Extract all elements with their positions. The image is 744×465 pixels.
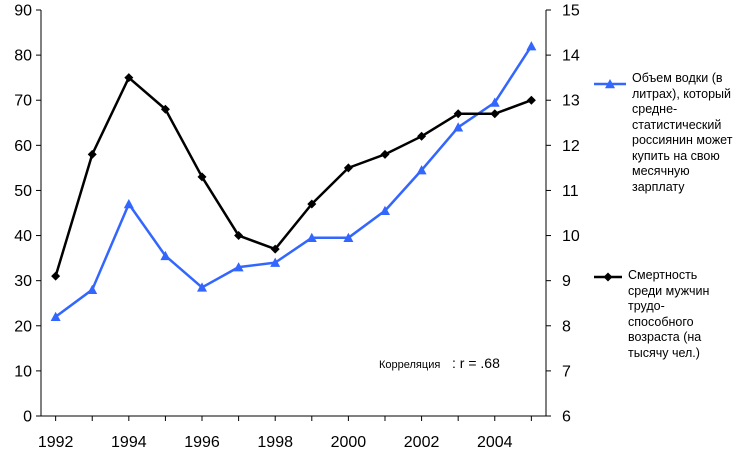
series-point-0 [453,122,464,132]
series-point-1 [160,104,170,114]
left-tick-label: 90 [14,3,32,20]
series-point-1 [124,73,134,83]
correlation-label: Корреляция [379,359,441,371]
right-tick-label: 15 [562,3,580,20]
series-line-0 [54,45,533,318]
right-tick-label: 6 [562,409,571,426]
series-point-0 [416,165,427,175]
left-tick-label: 30 [14,273,32,290]
series-line-1 [54,76,532,277]
series-point-0 [197,282,208,292]
x-tick-label: 1994 [111,434,147,451]
series-point-1 [307,199,317,209]
x-tick-label: 1998 [257,434,293,451]
series-point-1 [197,172,207,182]
x-tick-label: 1996 [184,434,220,451]
series-point-0 [526,41,537,51]
series-point-0 [160,250,171,261]
x-axis-ticks: 1992 1994 1996 1998 2000 2002 2004 [38,416,532,451]
series-0 [50,41,537,322]
x-tick-label: 2002 [404,434,440,451]
right-tick-label: 14 [562,48,580,65]
series-point-1 [490,109,500,119]
series-point-1 [87,149,97,159]
legend-symbols [594,79,626,282]
series-point-0 [270,257,281,267]
series-point-0 [87,284,98,294]
series-point-1 [380,149,390,159]
series-1 [51,73,536,281]
right-tick-label: 13 [562,93,580,110]
left-tick-label: 10 [14,363,32,380]
series-point-1 [453,109,463,119]
right-tick-label: 7 [562,363,571,380]
series-point-0 [343,232,354,243]
right-tick-label: 11 [562,183,579,200]
legend-marker-0 [605,79,615,89]
left-tick-label: 0 [23,409,32,426]
legend-label-mortality: Смертность среди мужчин трудо- способног… [628,268,710,360]
series-point-1 [234,231,244,241]
series-point-1 [343,163,353,173]
series-point-0 [50,311,61,322]
x-tick-label: 2000 [331,434,367,451]
axes [40,10,547,417]
left-axis-ticks: 0 10 20 30 40 50 60 70 80 90 [14,3,41,426]
left-tick-label: 40 [14,228,32,245]
left-tick-label: 60 [14,138,32,155]
series-point-1 [417,131,427,141]
series-point-1 [526,95,536,105]
series-point-0 [306,232,317,243]
left-tick-label: 50 [14,183,32,200]
right-tick-label: 9 [562,273,571,290]
x-tick-label: 2004 [477,434,513,451]
correlation-value: : r = .68 [452,355,500,371]
series-point-0 [379,205,390,215]
series-point-1 [270,244,280,254]
right-tick-label: 12 [562,138,580,155]
series-layer [50,41,537,322]
legend-label-vodka: Объем водки (в литрах), который средне- … [632,71,733,194]
series-point-0 [123,198,134,209]
legend-marker-1 [603,272,613,282]
series-point-1 [51,271,61,281]
x-tick-label: 1992 [38,434,74,451]
left-tick-label: 80 [14,48,32,65]
series-point-0 [489,97,500,107]
right-tick-label: 8 [562,318,571,335]
left-tick-label: 20 [14,318,32,335]
right-tick-label: 10 [562,228,580,245]
series-point-0 [233,262,244,272]
right-axis-ticks: 6 7 8 9 10 11 12 13 14 15 [546,3,580,426]
left-tick-label: 70 [14,93,32,110]
